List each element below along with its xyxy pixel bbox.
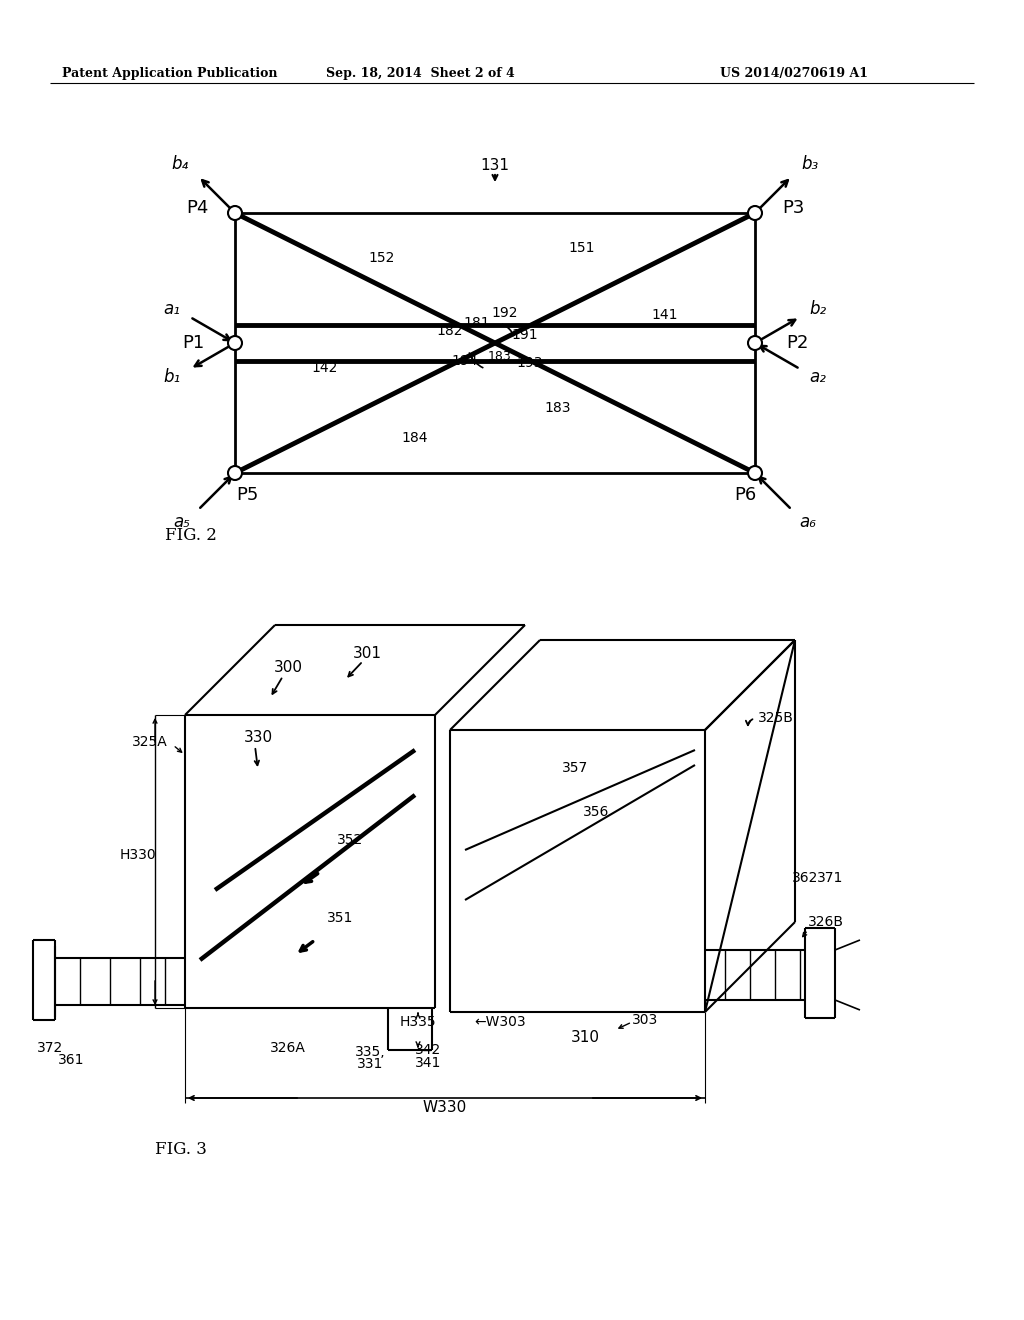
Text: P5: P5 <box>236 486 258 504</box>
Text: 372: 372 <box>37 1041 63 1055</box>
Text: 182: 182 <box>437 323 463 338</box>
Text: P1: P1 <box>182 334 204 352</box>
Text: 191: 191 <box>512 327 539 342</box>
Text: 181: 181 <box>464 315 490 330</box>
Text: 335,: 335, <box>354 1045 385 1059</box>
Circle shape <box>228 337 242 350</box>
Text: 183: 183 <box>488 351 512 363</box>
Text: 326A: 326A <box>270 1041 306 1055</box>
Text: a₁: a₁ <box>164 300 180 318</box>
Text: 342: 342 <box>415 1043 441 1057</box>
Circle shape <box>748 206 762 220</box>
Text: ←W303: ←W303 <box>474 1015 525 1030</box>
Text: a₂: a₂ <box>810 368 826 385</box>
Text: a₆: a₆ <box>800 512 816 531</box>
Text: P3: P3 <box>781 199 804 216</box>
Text: 362: 362 <box>792 871 818 884</box>
Text: 357: 357 <box>562 762 588 775</box>
Text: 356: 356 <box>583 805 609 818</box>
Text: W330: W330 <box>423 1101 467 1115</box>
Text: H335: H335 <box>399 1015 436 1030</box>
Text: b₁: b₁ <box>164 368 180 385</box>
Text: FIG. 3: FIG. 3 <box>155 1142 207 1159</box>
Text: 141: 141 <box>651 308 678 322</box>
Circle shape <box>748 337 762 350</box>
Text: 351: 351 <box>327 911 353 925</box>
Circle shape <box>228 206 242 220</box>
Text: 325A: 325A <box>132 735 168 748</box>
Text: FIG. 2: FIG. 2 <box>165 527 217 544</box>
Text: 331: 331 <box>356 1057 383 1071</box>
Text: b₂: b₂ <box>809 300 826 318</box>
Text: 303: 303 <box>632 1012 658 1027</box>
Text: b₄: b₄ <box>172 156 188 173</box>
Text: 194: 194 <box>452 354 478 368</box>
Circle shape <box>228 466 242 480</box>
Text: 301: 301 <box>352 645 382 660</box>
Text: H330: H330 <box>120 847 157 862</box>
Text: P2: P2 <box>785 334 808 352</box>
Text: a₅: a₅ <box>174 512 190 531</box>
Text: 193: 193 <box>517 356 544 370</box>
Text: 330: 330 <box>244 730 272 746</box>
Text: 310: 310 <box>570 1031 599 1045</box>
Text: 152: 152 <box>369 251 395 265</box>
Text: 192: 192 <box>492 306 518 319</box>
Text: 131: 131 <box>480 157 510 173</box>
Text: 300: 300 <box>273 660 302 676</box>
Circle shape <box>748 466 762 480</box>
Text: 325B: 325B <box>758 711 794 725</box>
Text: 341: 341 <box>415 1056 441 1071</box>
Text: 183: 183 <box>545 401 571 414</box>
Text: 326B: 326B <box>808 915 844 929</box>
Text: US 2014/0270619 A1: US 2014/0270619 A1 <box>720 66 868 79</box>
Text: 352: 352 <box>337 833 364 847</box>
Text: Sep. 18, 2014  Sheet 2 of 4: Sep. 18, 2014 Sheet 2 of 4 <box>326 66 514 79</box>
Text: Patent Application Publication: Patent Application Publication <box>62 66 278 79</box>
Text: 184: 184 <box>401 432 428 445</box>
Text: 142: 142 <box>312 360 338 375</box>
Text: P6: P6 <box>734 486 756 504</box>
Text: 151: 151 <box>568 242 595 255</box>
Text: b₃: b₃ <box>801 156 818 173</box>
Text: 361: 361 <box>58 1053 85 1067</box>
Text: 371: 371 <box>817 871 843 884</box>
Text: P4: P4 <box>185 199 208 216</box>
